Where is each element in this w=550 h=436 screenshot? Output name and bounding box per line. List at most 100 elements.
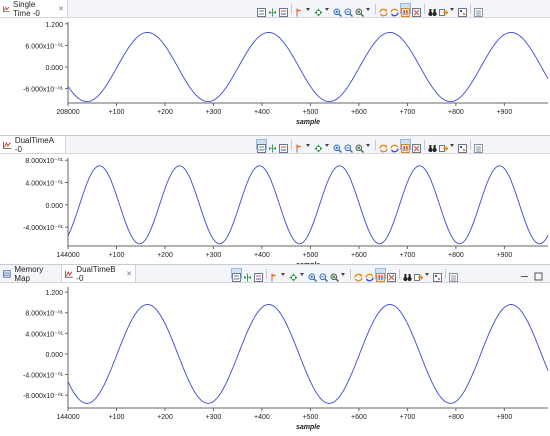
- zoom-in-button[interactable]: [333, 140, 342, 153]
- sync-button[interactable]: [390, 4, 399, 17]
- refresh-button[interactable]: [354, 269, 363, 282]
- pause-button[interactable]: [375, 268, 386, 282]
- view-menu-button[interactable]: [474, 140, 483, 153]
- signal-chart[interactable]: 1.200 8.000x10⁻⁰¹ 4.000x10⁻⁰¹ 0.000 -4.000x1…: [0, 283, 550, 436]
- chart-toolbar: [257, 3, 485, 17]
- dropdown-arrow-icon[interactable]: [306, 140, 311, 149]
- sync-button[interactable]: [365, 269, 374, 282]
- chart-config-button[interactable]: [257, 4, 266, 17]
- binoculars-button[interactable]: [428, 140, 437, 152]
- zoom-fit-button[interactable]: [355, 140, 364, 153]
- dropdown-arrow-icon[interactable]: [450, 140, 455, 149]
- zoom-out-icon: [319, 273, 328, 282]
- tab-bar: DualTimeA -0: [0, 136, 550, 154]
- tab-dual-time-b[interactable]: DualTimeB -0 ✕: [62, 264, 136, 283]
- split-chart-icon: [244, 273, 251, 282]
- zoom-in-icon: [333, 144, 342, 153]
- dropdown-arrow-icon[interactable]: [450, 4, 455, 13]
- pause-button[interactable]: [400, 139, 411, 153]
- pause-button[interactable]: [400, 3, 411, 17]
- toolbar-separator: [291, 139, 292, 150]
- settings-button[interactable]: [458, 4, 467, 17]
- clear-button[interactable]: [412, 4, 421, 17]
- zoom-out-button[interactable]: [344, 140, 353, 153]
- dropdown-arrow-icon[interactable]: [341, 269, 346, 278]
- y-tick-label: 4.000x10⁻⁰¹: [25, 180, 63, 188]
- x-tick-label: +800: [448, 109, 464, 116]
- zoom-in-button[interactable]: [333, 4, 342, 17]
- tab-dual-time-a[interactable]: DualTimeA -0: [0, 136, 66, 154]
- pause-icon: [401, 8, 410, 17]
- maximize-button[interactable]: [534, 268, 543, 281]
- binoculars-button[interactable]: [428, 4, 437, 16]
- x-tick-label: +600: [351, 109, 367, 116]
- tab-memory-map[interactable]: Memory Map: [0, 265, 62, 283]
- tab-single-time[interactable]: Single Time -0 ✕: [0, 0, 68, 18]
- split-chart-button[interactable]: [243, 269, 252, 282]
- legend-button[interactable]: [254, 269, 263, 282]
- zoom-out-button[interactable]: [319, 269, 328, 282]
- minimize-icon: [521, 276, 528, 277]
- marker-button[interactable]: [270, 269, 279, 282]
- binoculars-button[interactable]: [403, 269, 412, 281]
- split-chart-icon: [269, 8, 276, 17]
- clear-icon: [412, 144, 421, 153]
- dropdown-arrow-icon[interactable]: [425, 269, 430, 278]
- dropdown-arrow-icon[interactable]: [325, 4, 330, 13]
- pan-button[interactable]: [314, 140, 323, 153]
- clear-icon: [412, 8, 421, 17]
- dropdown-arrow-icon[interactable]: [366, 4, 371, 13]
- x-tick-label: +200: [157, 252, 173, 259]
- marker-button[interactable]: [295, 140, 304, 153]
- view-menu-button[interactable]: [474, 4, 483, 17]
- pan-button[interactable]: [314, 4, 323, 17]
- zoom-fit-button[interactable]: [355, 4, 364, 17]
- dropdown-arrow-icon[interactable]: [300, 269, 305, 278]
- legend-button[interactable]: [279, 140, 288, 153]
- dropdown-arrow-icon[interactable]: [325, 140, 330, 149]
- pan-button[interactable]: [289, 269, 298, 282]
- split-chart-button[interactable]: [268, 4, 277, 17]
- minimize-button[interactable]: [520, 268, 529, 277]
- chart-config-button[interactable]: [231, 268, 242, 282]
- x-axis-label: sample: [296, 424, 320, 431]
- zoom-fit-button[interactable]: [330, 269, 339, 282]
- marker-button[interactable]: [295, 4, 304, 17]
- refresh-button[interactable]: [379, 140, 388, 153]
- view-menu-icon: [474, 144, 483, 153]
- view-menu-button[interactable]: [449, 269, 458, 282]
- sync-icon: [365, 273, 374, 282]
- close-icon[interactable]: ✕: [126, 270, 132, 278]
- memory-map-icon: [3, 269, 12, 278]
- dropdown-arrow-icon[interactable]: [306, 4, 311, 13]
- zoom-in-icon: [308, 273, 317, 282]
- toolbar-separator: [291, 3, 292, 14]
- sync-button[interactable]: [390, 140, 399, 153]
- pause-icon: [401, 144, 410, 153]
- toolbar-separator: [399, 268, 400, 279]
- zoom-in-button[interactable]: [308, 269, 317, 282]
- refresh-button[interactable]: [379, 4, 388, 17]
- signal-chart[interactable]: 1.200 6.000x10⁻⁰¹ 0.000 -6.000x10⁻⁰¹ 208000 +…: [0, 18, 550, 135]
- export-button[interactable]: [414, 269, 424, 281]
- export-button[interactable]: [439, 4, 449, 16]
- dropdown-arrow-icon[interactable]: [366, 140, 371, 149]
- close-icon[interactable]: ✕: [58, 5, 64, 13]
- clear-button[interactable]: [412, 140, 421, 153]
- zoom-out-button[interactable]: [344, 4, 353, 17]
- chart-config-icon: [257, 144, 266, 153]
- signal-chart[interactable]: 8.000x10⁻⁰¹ 4.000x10⁻⁰¹ 0.000 -4.000x10⁻⁰¹ 1…: [0, 154, 550, 264]
- export-button[interactable]: [439, 140, 449, 152]
- dropdown-arrow-icon[interactable]: [281, 269, 286, 278]
- chart-config-button[interactable]: [256, 139, 267, 153]
- x-tick-label: +900: [496, 414, 512, 421]
- legend-button[interactable]: [279, 4, 288, 17]
- x-tick-label: +700: [400, 109, 416, 116]
- x-tick-label: +500: [303, 414, 319, 421]
- settings-button[interactable]: [458, 140, 467, 153]
- split-chart-button[interactable]: [268, 140, 277, 153]
- tab-label: DualTimeB -0: [76, 264, 116, 283]
- clear-button[interactable]: [387, 269, 396, 282]
- settings-button[interactable]: [433, 269, 442, 282]
- y-tick-label: 0.000: [45, 65, 63, 72]
